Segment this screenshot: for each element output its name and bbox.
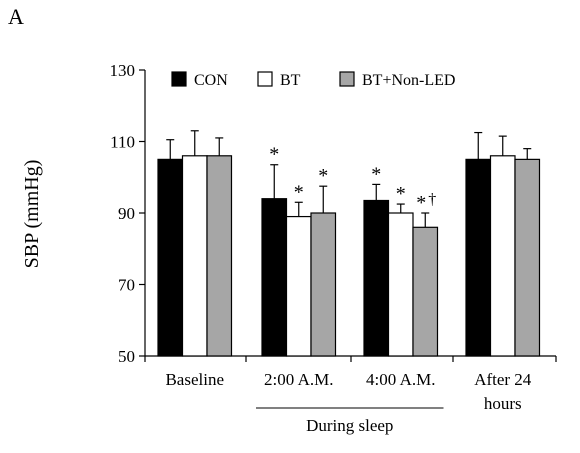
legend-swatch <box>257 71 273 87</box>
bar-con <box>465 158 492 357</box>
y-tick-label: 90 <box>118 204 135 223</box>
bar-bt-non-led <box>206 155 233 357</box>
bar-con <box>363 199 390 357</box>
group-bracket-label: During sleep <box>306 416 393 435</box>
bar-bt <box>387 212 414 357</box>
bar-bt <box>489 155 516 357</box>
bar-bt-non-led <box>514 158 541 357</box>
dagger-marker: † <box>428 191 436 208</box>
significance-marker: * <box>269 144 279 166</box>
y-tick-label: 50 <box>118 347 135 366</box>
legend-label: CON <box>194 72 228 89</box>
significance-marker: * <box>371 163 381 185</box>
panel-label: A <box>8 4 24 29</box>
bar-bt-non-led <box>310 212 337 357</box>
legend-swatch <box>171 71 187 87</box>
legend-swatch <box>339 71 355 87</box>
significance-marker: * <box>396 183 406 205</box>
bar-bt-non-led <box>412 226 439 357</box>
bar-con <box>157 158 184 357</box>
x-tick-label: After 24 <box>474 370 532 389</box>
x-tick-label: Baseline <box>165 370 224 389</box>
significance-marker: * <box>294 181 304 203</box>
significance-marker: * <box>416 192 426 214</box>
y-tick-label: 130 <box>110 61 136 80</box>
bar-con <box>261 198 288 357</box>
legend-label: BT+Non-LED <box>362 72 455 89</box>
significance-marker: * <box>318 165 328 187</box>
x-tick-label: 2:00 A.M. <box>264 370 333 389</box>
y-tick-label: 70 <box>118 276 135 295</box>
legend-label: BT <box>280 72 301 89</box>
x-tick-label: hours <box>484 394 522 413</box>
y-tick-label: 110 <box>110 133 135 152</box>
bar-bt <box>181 155 208 357</box>
x-tick-label: 4:00 A.M. <box>366 370 435 389</box>
bar-bt <box>285 215 312 357</box>
y-axis-label: SBP (mmHg) <box>21 160 43 269</box>
